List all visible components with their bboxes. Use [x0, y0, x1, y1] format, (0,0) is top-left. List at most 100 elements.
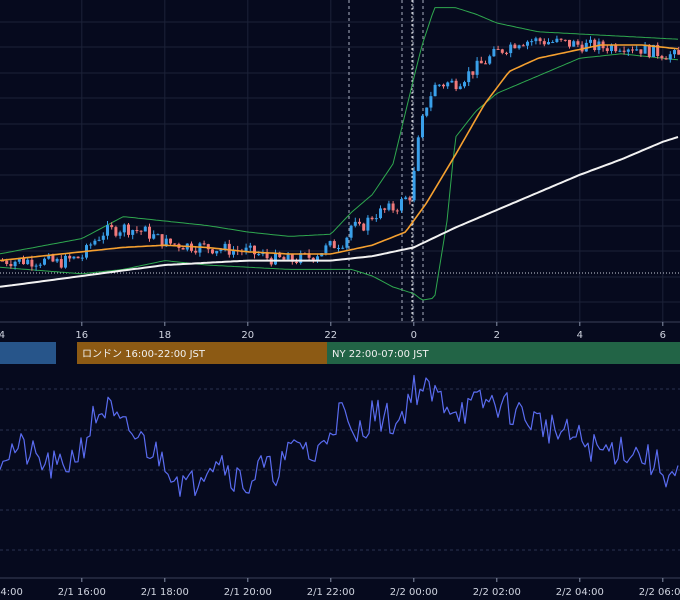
bollinger-lower-band: [0, 53, 679, 301]
candle-down: [647, 44, 651, 57]
candle-down: [471, 71, 475, 75]
candle-up: [244, 247, 248, 253]
candle-down: [484, 63, 487, 65]
candle-up: [547, 42, 550, 45]
session-block: [327, 342, 680, 364]
main-x-tick-label: 6: [660, 330, 666, 341]
candle-up: [17, 258, 21, 262]
candle-up: [219, 249, 223, 251]
candle-down: [160, 234, 164, 247]
candle-down: [408, 197, 412, 201]
candle-up: [72, 256, 76, 259]
candle-down: [211, 249, 214, 254]
candle-down: [265, 252, 269, 259]
candle-up: [93, 240, 97, 245]
main-x-tick-label-partial: 14: [0, 330, 5, 341]
candle-up: [345, 237, 349, 248]
main-x-axis: 16 18 20 22 0 2 4 6 14: [0, 321, 680, 341]
candle-down: [605, 48, 609, 51]
candle-up: [589, 39, 592, 43]
candle-down: [370, 217, 374, 220]
candle-up: [412, 170, 416, 201]
candle-up: [626, 49, 630, 52]
candle-up: [328, 241, 332, 246]
candle-up: [433, 84, 437, 97]
candle-down: [169, 238, 172, 244]
candle-up: [34, 265, 38, 267]
session-block: [77, 342, 327, 364]
candle-down: [391, 203, 395, 211]
candle-up: [400, 199, 403, 211]
candle-down: [332, 241, 336, 249]
candle-up: [353, 221, 357, 226]
candle-up: [530, 41, 534, 43]
candle-up: [257, 254, 261, 256]
candle-up: [198, 243, 202, 253]
candle-up: [668, 54, 672, 60]
candle-down: [51, 255, 55, 262]
oscillator-grid: [0, 388, 680, 579]
candle-down: [656, 44, 660, 57]
candle-up: [122, 224, 126, 233]
main-x-tick-label: 16: [75, 330, 88, 341]
candle-down: [568, 39, 571, 47]
candle-up: [152, 234, 156, 239]
candlesticks: [1, 35, 680, 271]
candle-down: [664, 58, 668, 60]
candle-up: [643, 44, 647, 54]
candle-down: [660, 56, 664, 59]
candle-down: [559, 38, 563, 40]
candle-up: [101, 235, 105, 240]
candle-down: [5, 260, 9, 264]
bottom-x-tick-label: 2/1 14:00: [0, 587, 23, 598]
candle-down: [311, 257, 315, 261]
main-x-tick-label: 22: [324, 330, 337, 341]
candle-up: [555, 38, 559, 43]
candle-down: [59, 259, 63, 268]
candle-down: [282, 257, 286, 260]
candle-up: [437, 84, 441, 86]
candle-up: [47, 255, 51, 259]
bottom-x-axis: 2/1 14:00 2/1 16:00 2/1 18:00 2/1 20:00 2/1 …: [0, 578, 680, 598]
candle-up: [248, 245, 252, 248]
candle-up: [509, 44, 513, 54]
candle-down: [395, 210, 399, 212]
candle-up: [97, 239, 101, 241]
candle-down: [295, 261, 298, 263]
candle-down: [30, 259, 34, 267]
candle-up: [635, 49, 639, 51]
moving-average-white: [0, 136, 679, 288]
main-x-tick-label: 18: [158, 330, 171, 341]
candle-down: [181, 247, 185, 250]
candle-up: [673, 50, 676, 55]
candle-up: [164, 238, 168, 247]
candle-down: [206, 244, 210, 250]
candle-up: [143, 226, 147, 232]
main-x-tick-label: 20: [241, 330, 254, 341]
candle-down: [454, 80, 458, 90]
candle-down: [110, 225, 114, 228]
candle-up: [467, 71, 471, 83]
candle-up: [261, 252, 265, 255]
bottom-x-tick-label: 2/1 18:00: [141, 587, 189, 598]
candle-up: [534, 38, 538, 42]
candle-down: [538, 38, 542, 42]
candle-up: [89, 244, 93, 246]
candle-down: [173, 243, 177, 245]
candle-up: [118, 232, 122, 236]
candle-up: [232, 250, 235, 255]
candle-up: [551, 42, 555, 44]
candle-up: [215, 250, 219, 254]
candle-down: [194, 250, 198, 253]
candle-up: [55, 259, 59, 262]
candle-up: [286, 254, 290, 260]
candle-down: [358, 221, 361, 224]
bottom-x-tick-label: 2/2 04:00: [556, 587, 604, 598]
candle-up: [38, 264, 42, 266]
candle-up: [387, 203, 391, 210]
candle-down: [500, 49, 504, 53]
candle-down: [521, 45, 525, 47]
oscillator-line: [0, 374, 679, 497]
candle-up: [106, 225, 109, 236]
